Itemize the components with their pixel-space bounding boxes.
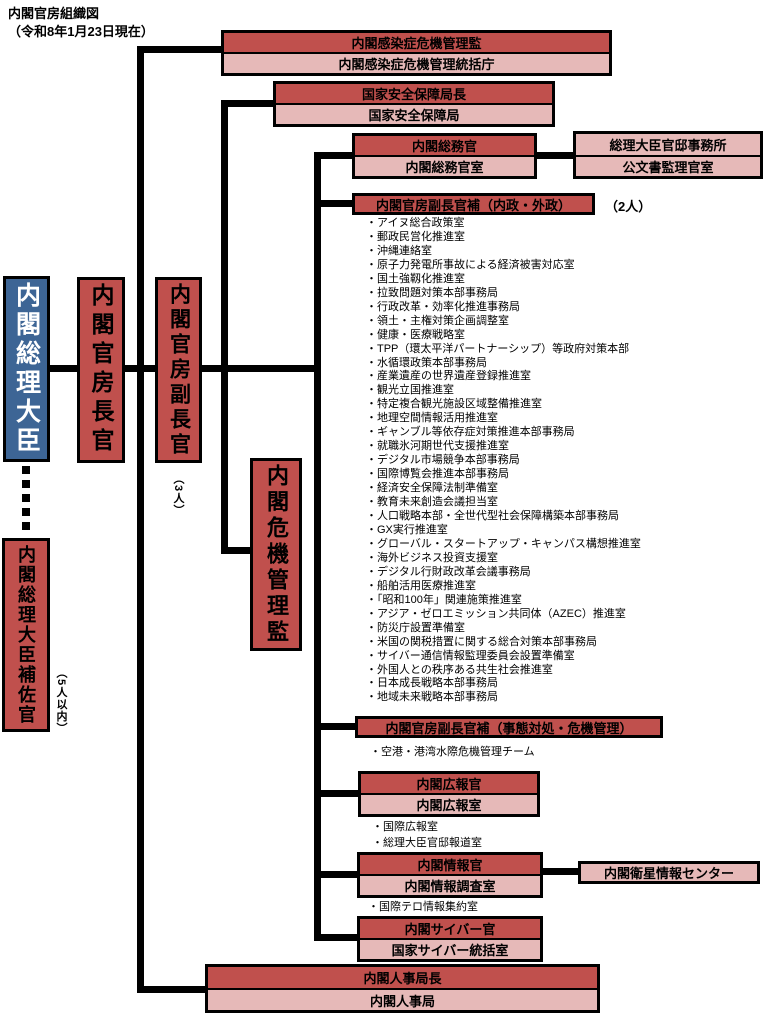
- jouhou-offices-list: ・国際テロ情報集約室: [368, 899, 478, 915]
- list-item: ・国際テロ情報集約室: [368, 901, 478, 913]
- list-item: ・ギャンブル等依存症対策推進本部事務局: [366, 426, 575, 439]
- list-item: ・デジタル市場競争本部事務局: [366, 454, 520, 467]
- list-item: ・原子力発電所事故による経済被害対応室: [366, 258, 575, 271]
- domestic-offices-list: ・アイヌ総合政策室 ・郵政民営化推進室 ・沖縄連絡室 ・原子力発電所事故による経済被害…: [366, 217, 641, 705]
- list-item: ・国土強靱化推進室: [366, 272, 465, 285]
- box-infection-org: 内閣感染症危機管理統括庁: [224, 52, 609, 73]
- list-item: ・行政改革・効率化推進事務局: [366, 300, 520, 313]
- box-pm-special-advisor: 内閣総理大臣補佐官: [2, 538, 50, 732]
- pair-kouhou: 内閣広報官 内閣広報室: [358, 771, 540, 817]
- connector-nss: [221, 100, 277, 107]
- kouhou-offices-list: ・国際広報室・総理大臣官邸報道室: [372, 819, 482, 851]
- box-crisis-management-director: 内閣危機管理監: [250, 458, 302, 651]
- box-assistant-crisis: 内閣官房副長官補（事態対処・危機管理）: [355, 716, 663, 738]
- list-item: ・人口戦略本部・全世代型社会保障構築本部事務局: [366, 510, 619, 523]
- list-item: ・産業遺産の世界遺産登録推進室: [366, 370, 531, 383]
- list-item: ・空港・港湾水際危機管理チーム: [370, 746, 535, 758]
- pair-nss: 国家安全保障局長 国家安全保障局: [273, 81, 555, 127]
- list-item: ・経済安全保障法制準備室: [366, 482, 498, 495]
- list-item: ・健康・医療戦略室: [366, 328, 465, 341]
- box-cyber-head: 内閣サイバー官: [360, 919, 540, 938]
- list-item: ・拉致問題対策本部事務局: [366, 286, 498, 299]
- pair-somukan: 内閣総務官 内閣総務官室: [352, 133, 537, 179]
- box-archives-office: 公文書監理官室: [576, 155, 760, 176]
- trunk-line-2: [221, 102, 228, 554]
- list-item: ・地域未来戦略本部事務局: [366, 691, 498, 704]
- list-item: ・アジア・ゼロエミッション共同体（AZEC）推進室: [366, 607, 626, 620]
- box-somukan-org: 内閣総務官室: [355, 155, 534, 176]
- list-item: ・水循環政策本部事務局: [366, 356, 487, 369]
- list-item: ・国際広報室: [372, 821, 438, 833]
- box-nss-head: 国家安全保障局長: [276, 84, 552, 103]
- box-deputy-chief-cabinet-secretary: 内閣官房副長官: [155, 277, 202, 463]
- list-item: ・サイバー通信情報監理委員会設置準備室: [366, 649, 575, 662]
- chart-title-block: 内閣官房組織図 （令和8年1月23日現在）: [8, 5, 154, 41]
- list-item: ・海外ビジネス投資支援室: [366, 551, 498, 564]
- box-infection-head: 内閣感染症危機管理監: [224, 33, 609, 52]
- connector-cyber: [314, 934, 361, 941]
- list-item: ・GX実行推進室: [366, 523, 448, 536]
- list-item: ・「昭和100年」関連施策推進室: [366, 593, 522, 606]
- list-item: ・日本成長戦略本部事務局: [366, 677, 498, 690]
- list-item: ・郵政民営化推進室: [366, 230, 465, 243]
- connector-satellite: [540, 868, 578, 875]
- connector-kantei: [535, 152, 577, 159]
- connector-crisis-director: [221, 547, 254, 554]
- box-cyber-org: 国家サイバー統括室: [360, 938, 540, 959]
- list-item: ・地理空間情報活用推進室: [366, 412, 498, 425]
- box-kantei-office: 総理大臣官邸事務所: [576, 134, 760, 155]
- trunk-line-1: [137, 46, 144, 993]
- box-jinji-head: 内閣人事局長: [208, 967, 597, 988]
- advisor-count-label: （5人以内）: [55, 667, 67, 735]
- deputy-count-label: （3人）: [172, 473, 184, 517]
- dotted-line-pm-advisor: [22, 466, 30, 536]
- connector-infection: [137, 46, 225, 53]
- pair-cyber: 内閣サイバー官 国家サイバー統括室: [357, 916, 543, 962]
- list-item: ・米国の関税措置に関する総合対策本部事務局: [366, 635, 597, 648]
- connector-jouhou: [314, 871, 361, 878]
- list-item: ・特定複合観光施設区域整備推進室: [366, 398, 542, 411]
- list-item: ・国際博覧会推進本部事務局: [366, 468, 509, 481]
- pair-kantei-office: 総理大臣官邸事務所 公文書監理官室: [573, 131, 763, 179]
- pair-jouhou: 内閣情報官 内閣情報調査室: [357, 852, 543, 898]
- list-item: ・船舶活用医療推進室: [366, 579, 476, 592]
- box-jinji-org: 内閣人事局: [208, 988, 597, 1010]
- pair-jinji: 内閣人事局長 内閣人事局: [205, 964, 600, 1013]
- list-item: ・観光立国推進室: [366, 384, 454, 397]
- box-prime-minister: 内閣総理大臣: [3, 276, 50, 462]
- assistant-domestic-count: （2人）: [605, 199, 652, 214]
- list-item: ・デジタル行財政改革会議事務局: [366, 565, 531, 578]
- box-satellite-center: 内閣衛星情報センター: [578, 861, 760, 884]
- pair-infection: 内閣感染症危機管理監 内閣感染症危機管理統括庁: [221, 30, 612, 76]
- box-kouhou-org: 内閣広報室: [361, 793, 537, 814]
- box-nss-org: 国家安全保障局: [276, 103, 552, 124]
- list-item: ・沖縄連絡室: [366, 244, 432, 257]
- list-item: ・外国人との秩序ある共生社会推進室: [366, 663, 553, 676]
- box-kouhou-head: 内閣広報官: [361, 774, 537, 793]
- connector-assistant-crisis: [314, 723, 359, 730]
- list-item: ・TPP（環太平洋パートナーシップ）等政府対策本部: [366, 342, 630, 355]
- chart-title: 内閣官房組織図: [8, 6, 100, 21]
- list-item: ・アイヌ総合政策室: [366, 217, 465, 229]
- list-item: ・防災庁設置準備室: [366, 621, 465, 634]
- list-item: ・グローバル・スタートアップ・キャンパス構想推進室: [366, 537, 641, 550]
- box-jouhou-org: 内閣情報調査室: [360, 874, 540, 895]
- trunk-line-3: [314, 152, 321, 941]
- chart-date: （令和8年1月23日現在）: [8, 24, 154, 39]
- box-chief-cabinet-secretary: 内閣官房長官: [77, 277, 125, 463]
- connector-jinji: [137, 986, 209, 993]
- connector-kouhou: [314, 790, 362, 797]
- list-item: ・総理大臣官邸報道室: [372, 837, 482, 849]
- connector-somukan: [314, 152, 356, 159]
- box-somukan-head: 内閣総務官: [355, 136, 534, 155]
- list-item: ・教育未来創造会議担当室: [366, 496, 498, 509]
- crisis-offices-list: ・空港・港湾水際危機管理チーム: [370, 744, 535, 760]
- box-assistant-domestic: 内閣官房副長官補（内政・外政）: [352, 193, 595, 215]
- connector-assistant-domestic: [314, 200, 356, 207]
- list-item: ・就職氷河期世代支援推進室: [366, 440, 509, 453]
- box-jouhou-head: 内閣情報官: [360, 855, 540, 874]
- list-item: ・領土・主権対策企画調整室: [366, 314, 509, 327]
